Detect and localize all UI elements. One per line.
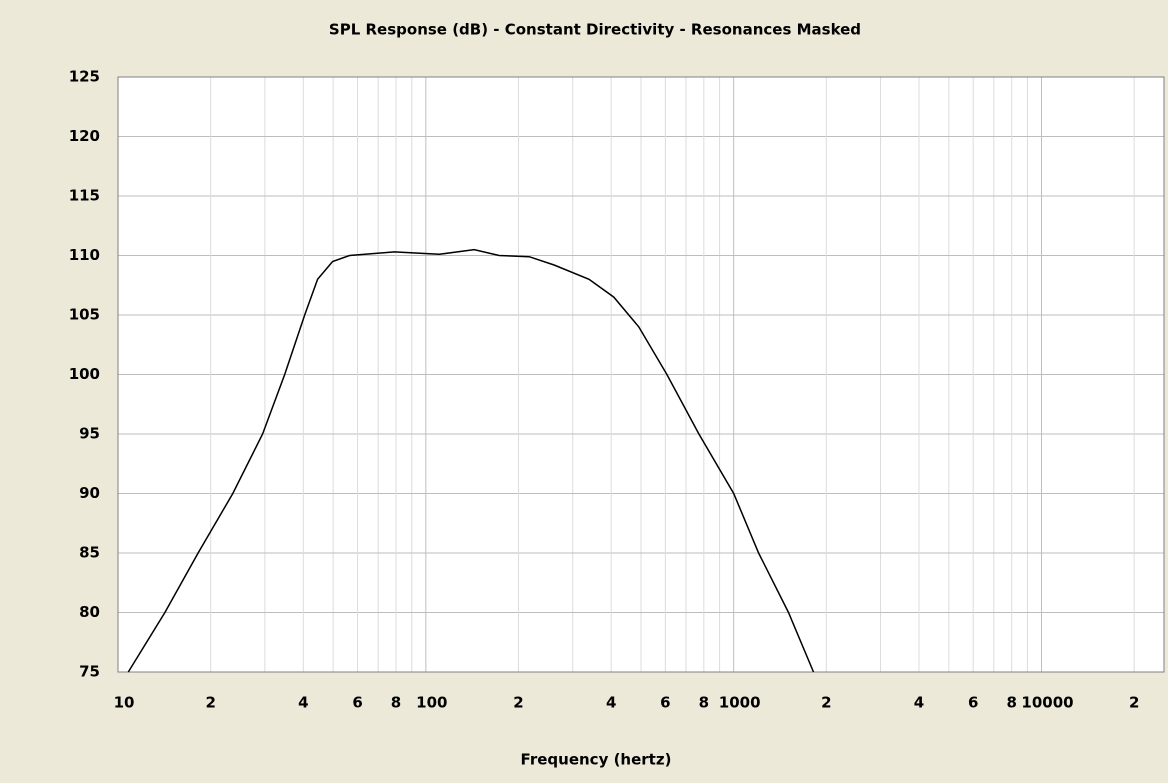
x-tick-label: 8 [1006, 694, 1016, 712]
x-tick-label: 2 [821, 694, 831, 712]
y-tick-label: 100 [69, 365, 100, 383]
y-tick-label: 105 [69, 306, 100, 324]
x-tick-label: 4 [298, 694, 308, 712]
y-tick-label: 125 [69, 68, 100, 86]
x-tick-label: 2 [205, 694, 215, 712]
y-tick-label: 110 [69, 246, 100, 264]
y-tick-label: 75 [79, 663, 100, 681]
x-tick-label: 6 [660, 694, 670, 712]
x-tick-label: 8 [391, 694, 401, 712]
y-tick-label: 115 [69, 187, 100, 205]
x-tick-label: 6 [352, 694, 362, 712]
x-tick-label: 6 [968, 694, 978, 712]
y-tick-label: 85 [79, 544, 100, 562]
y-tick-label: 90 [79, 484, 100, 502]
y-tick-label: 120 [69, 127, 100, 145]
chart-title: SPL Response (dB) - Constant Directivity… [329, 21, 861, 39]
x-tick-label: 100 [416, 694, 447, 712]
y-tick-label: 80 [79, 603, 100, 621]
x-tick-label: 4 [914, 694, 924, 712]
x-tick-label: 10 [114, 694, 135, 712]
x-tick-label: 2 [1129, 694, 1139, 712]
x-tick-label: 10000 [1021, 694, 1073, 712]
line [127, 248, 815, 673]
x-axis-label: Frequency (hertz) [521, 751, 672, 769]
x-tick-label: 4 [606, 694, 616, 712]
y-tick-label: 95 [79, 425, 100, 443]
x-tick-label: 8 [699, 694, 709, 712]
plot-border [117, 76, 1165, 673]
x-tick-label: 1000 [719, 694, 761, 712]
x-tick-label: 2 [513, 694, 523, 712]
